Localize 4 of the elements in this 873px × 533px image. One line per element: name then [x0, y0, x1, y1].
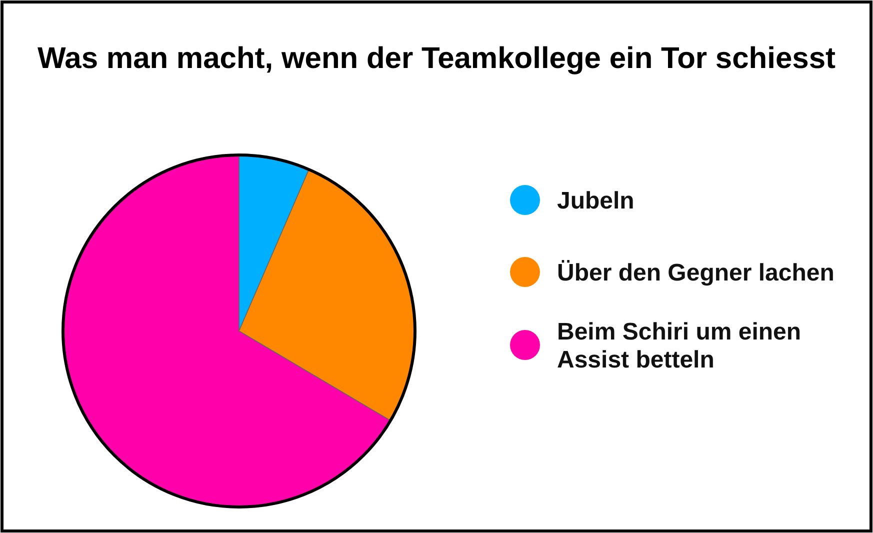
chart-title: Was man macht, wenn der Teamkollege ein Tor schiesst [37, 42, 836, 75]
legend-label: Jubeln [557, 187, 634, 214]
legend-label: Über den Gegner lachen [557, 259, 834, 286]
legend-label: Beim Schiri um einen Assist betteln [557, 318, 802, 374]
